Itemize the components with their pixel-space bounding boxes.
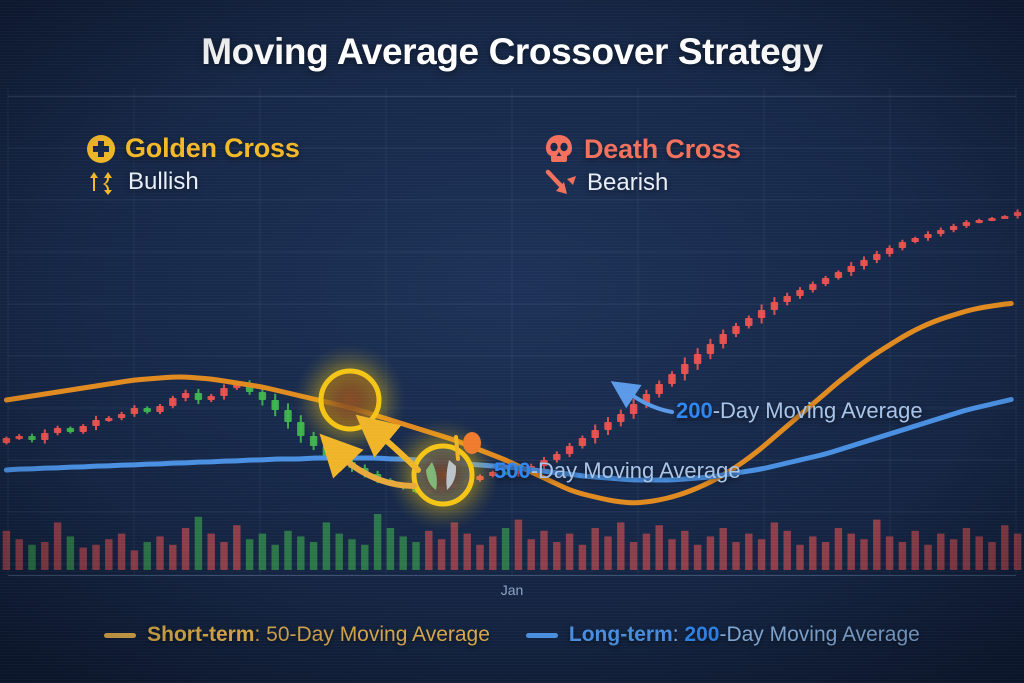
legend-item-long-term[interactable]: Long-term: 200-Day Moving Average (525, 623, 920, 647)
short-ma-inline-label: 500-Day Moving Average (494, 458, 741, 484)
legend-short-term-sep: : (254, 623, 267, 646)
legend-short-term-rest: -Day Moving Average (289, 623, 490, 646)
orange-dot-icon (463, 432, 481, 454)
crossover-detail-marker[interactable] (411, 443, 475, 507)
golden-cross-marker[interactable] (318, 368, 382, 432)
skull-icon (546, 135, 572, 162)
legend-long-term-sep: : (672, 623, 685, 646)
legend-long-term-label: Long-term (568, 623, 673, 646)
long-ma-inline-label: 200-Day Moving Average (676, 398, 923, 424)
golden-cross-title: Golden Cross (125, 133, 300, 163)
up-arrows-icon (90, 172, 112, 195)
stray-tick-icon (454, 435, 460, 461)
header-divider (8, 96, 1016, 97)
chart-legend: Short-term: 50-Day Moving Average Long-t… (0, 612, 1024, 658)
long-ma-inline-rest: -Day Moving Average (712, 398, 923, 423)
legend-item-short-term[interactable]: Short-term: 50-Day Moving Average (104, 623, 490, 647)
short-ma-inline-number: 500 (494, 458, 531, 483)
page-title: Moving Average Crossover Strategy (201, 31, 823, 72)
death-cross-subtitle: Bearish (587, 169, 669, 196)
legend-marker-long-term (525, 632, 558, 638)
legend-long-term-number: 200 (684, 623, 720, 646)
golden-cross-callout: Golden Cross Bullish (86, 133, 300, 196)
down-right-arrow-icon (545, 169, 576, 194)
long-ma-inline-number: 200 (676, 398, 713, 423)
legend-long-term-rest: -Day Moving Average (719, 623, 920, 646)
legend-short-term-label: Short-term (147, 623, 255, 646)
plus-circle-icon (87, 134, 115, 163)
death-cross-title: Death Cross (584, 133, 741, 164)
death-cross-callout: Death Cross Bearish (543, 133, 741, 197)
short-ma-inline-rest: -Day Moving Average (530, 458, 741, 483)
legend-short-term-number: 50 (266, 623, 290, 646)
x-axis-tick-jan: Jan (500, 582, 524, 598)
long-ma-pointer-arrow (610, 381, 674, 414)
x-axis-line (8, 575, 1016, 576)
legend-marker-short-term (104, 632, 137, 638)
golden-cross-subtitle: Bullish (128, 168, 199, 195)
